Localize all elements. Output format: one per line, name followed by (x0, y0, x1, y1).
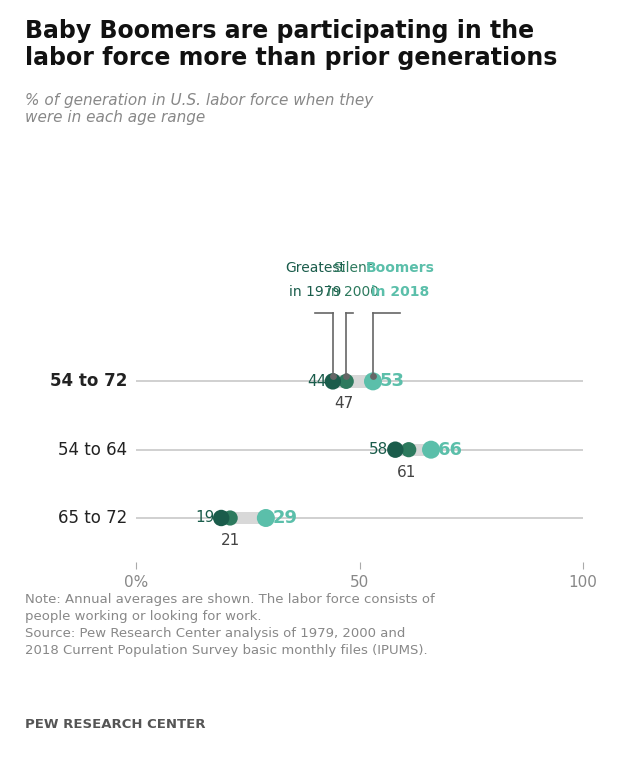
Text: 19: 19 (195, 511, 215, 525)
Text: Baby Boomers are participating in the: Baby Boomers are participating in the (25, 19, 534, 43)
Point (341, 375, 351, 388)
Text: 21: 21 (221, 533, 240, 548)
Text: in 1979: in 1979 (289, 286, 341, 299)
Text: 54 to 72: 54 to 72 (50, 372, 128, 391)
Text: 44: 44 (307, 374, 326, 389)
Text: % of generation in U.S. labor force when they
were in each age range: % of generation in U.S. labor force when… (25, 93, 373, 125)
Text: Silent: Silent (334, 261, 373, 275)
Text: 47: 47 (334, 397, 353, 411)
Point (261, 512, 271, 524)
Text: Boomers: Boomers (365, 261, 434, 275)
Text: in 2018: in 2018 (371, 286, 429, 299)
FancyBboxPatch shape (333, 375, 373, 388)
Point (368, 370, 378, 382)
Point (368, 375, 378, 388)
Text: 58: 58 (370, 442, 389, 458)
Text: 66: 66 (438, 441, 463, 459)
Point (328, 375, 338, 388)
Text: Note: Annual averages are shown. The labor force consists of
people working or l: Note: Annual averages are shown. The lab… (25, 593, 435, 657)
Text: Greatest: Greatest (285, 261, 345, 275)
Text: PEW RESEARCH CENTER: PEW RESEARCH CENTER (25, 718, 205, 731)
Point (341, 370, 351, 382)
Text: 61: 61 (397, 464, 416, 480)
Text: 65 to 72: 65 to 72 (58, 509, 128, 527)
Text: in 2000: in 2000 (327, 286, 379, 299)
Text: 29: 29 (273, 509, 298, 527)
Text: 53: 53 (379, 372, 405, 391)
Point (391, 444, 401, 456)
Text: 54 to 64: 54 to 64 (58, 441, 128, 459)
Point (404, 444, 414, 456)
FancyBboxPatch shape (396, 444, 431, 456)
Point (328, 370, 338, 382)
Point (216, 512, 226, 524)
Point (426, 444, 436, 456)
Point (225, 512, 235, 524)
FancyBboxPatch shape (221, 511, 266, 524)
Text: labor force more than prior generations: labor force more than prior generations (25, 46, 557, 70)
